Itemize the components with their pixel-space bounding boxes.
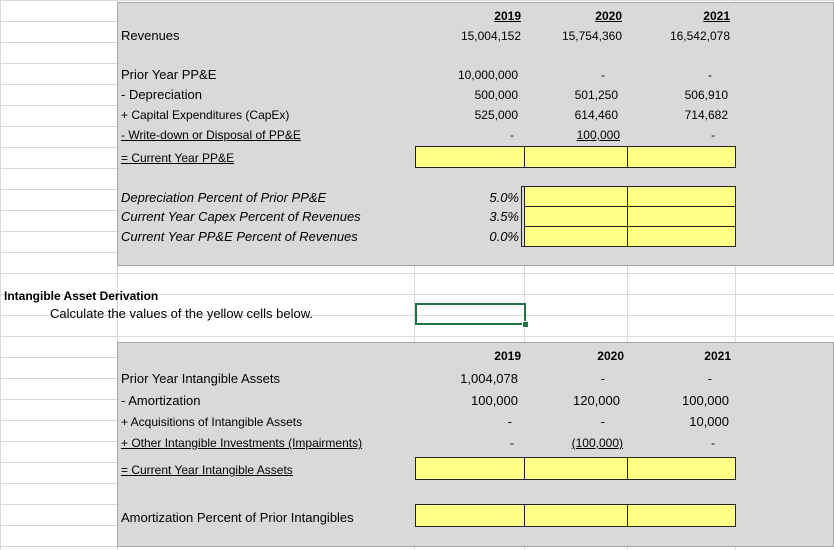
capex-pct-value[interactable]: 3.5% bbox=[489, 209, 519, 224]
ppe-pct-2021-cell[interactable] bbox=[627, 226, 736, 247]
current-intangibles-2019-cell[interactable] bbox=[415, 457, 525, 480]
selected-cell[interactable] bbox=[415, 303, 526, 325]
depr-pct-label: Depreciation Percent of Prior PP&E bbox=[121, 190, 327, 205]
acquisitions-2019[interactable]: - bbox=[507, 414, 512, 429]
prior-ppe-2021[interactable]: - bbox=[708, 68, 712, 82]
amort-pct-2021-cell[interactable] bbox=[627, 504, 736, 527]
acquisitions-label: + Acquisitions of Intangible Assets bbox=[121, 415, 303, 429]
writedown-2020[interactable]: 100,000 bbox=[576, 128, 620, 142]
other-investments-label: + Other Intangible Investments (Impairme… bbox=[121, 436, 363, 450]
depr-pct-2020-cell[interactable] bbox=[524, 186, 628, 207]
ppe-year-2019: 2019 bbox=[494, 9, 521, 23]
revenues-2020[interactable]: 15,754,360 bbox=[561, 29, 622, 43]
current-intangibles-label: = Current Year Intangible Assets bbox=[121, 463, 293, 477]
acquisitions-2020[interactable]: - bbox=[600, 414, 605, 429]
ppe-pct-value[interactable]: 0.0% bbox=[489, 229, 519, 244]
intangible-year-2021: 2021 bbox=[704, 349, 731, 363]
prior-ppe-2020[interactable]: - bbox=[601, 68, 605, 82]
writedown-2021[interactable]: - bbox=[711, 128, 715, 142]
column-gridline bbox=[414, 0, 415, 550]
capex-label: + Capital Expenditures (CapEx) bbox=[121, 108, 290, 122]
capex-2019[interactable]: 525,000 bbox=[474, 108, 518, 122]
depr-pct-2021-cell[interactable] bbox=[627, 186, 736, 207]
intangible-instruction: Calculate the values of the yellow cells… bbox=[50, 306, 314, 321]
intangible-heading: Intangible Asset Derivation bbox=[4, 289, 159, 303]
depreciation-label: - Depreciation bbox=[121, 87, 202, 102]
ppe-pct-2020-cell[interactable] bbox=[524, 226, 628, 247]
prior-intangibles-2020[interactable]: - bbox=[600, 371, 605, 386]
ppe-pct-label: Current Year PP&E Percent of Revenues bbox=[121, 229, 358, 244]
current-ppe-2019-cell[interactable] bbox=[415, 146, 525, 168]
fill-handle[interactable] bbox=[522, 321, 529, 328]
capex-pct-2021-cell[interactable] bbox=[627, 206, 736, 227]
ppe-year-2021: 2021 bbox=[703, 9, 730, 23]
amortization-2020[interactable]: 120,000 bbox=[573, 393, 620, 408]
capex-pct-2020-cell[interactable] bbox=[524, 206, 628, 227]
depreciation-2019[interactable]: 500,000 bbox=[474, 88, 518, 102]
capex-2021[interactable]: 714,682 bbox=[684, 108, 728, 122]
other-investments-2020[interactable]: (100,000) bbox=[571, 436, 623, 450]
other-investments-2019[interactable]: - bbox=[510, 436, 514, 450]
revenues-2021[interactable]: 16,542,078 bbox=[669, 29, 730, 43]
revenues-label: Revenues bbox=[121, 28, 180, 43]
column-gridline bbox=[524, 0, 525, 550]
intangible-year-2019: 2019 bbox=[494, 349, 521, 363]
capex-2020[interactable]: 614,460 bbox=[574, 108, 618, 122]
column-gridline bbox=[627, 0, 628, 550]
ppe-year-2020: 2020 bbox=[595, 9, 622, 23]
current-ppe-label: = Current Year PP&E bbox=[121, 151, 235, 165]
current-intangibles-2021-cell[interactable] bbox=[627, 457, 736, 480]
current-ppe-2020-cell[interactable] bbox=[524, 146, 628, 168]
prior-ppe-label: Prior Year PP&E bbox=[121, 67, 217, 82]
capex-pct-label: Current Year Capex Percent of Revenues bbox=[121, 209, 361, 224]
depreciation-2020[interactable]: 501,250 bbox=[574, 88, 618, 102]
writedown-2019[interactable]: - bbox=[510, 128, 514, 142]
prior-intangibles-2019[interactable]: 1,004,078 bbox=[460, 371, 518, 386]
column-gridline bbox=[735, 0, 736, 550]
prior-ppe-2019[interactable]: 10,000,000 bbox=[457, 68, 518, 82]
current-ppe-2021-cell[interactable] bbox=[627, 146, 736, 168]
prior-intangibles-2021[interactable]: - bbox=[707, 371, 712, 386]
depreciation-2021[interactable]: 506,910 bbox=[684, 88, 728, 102]
current-intangibles-2020-cell[interactable] bbox=[524, 457, 628, 480]
amortization-2019[interactable]: 100,000 bbox=[471, 393, 518, 408]
intangible-year-2020: 2020 bbox=[597, 349, 624, 363]
writedown-label: - Write-down or Disposal of PP&E bbox=[121, 128, 301, 142]
amort-pct-label: Amortization Percent of Prior Intangible… bbox=[121, 510, 354, 525]
other-investments-2021[interactable]: - bbox=[711, 436, 715, 450]
amort-pct-2020-cell[interactable] bbox=[524, 504, 628, 527]
amortization-2021[interactable]: 100,000 bbox=[682, 393, 729, 408]
amort-pct-2019-cell[interactable] bbox=[415, 504, 525, 527]
amortization-label: - Amortization bbox=[121, 393, 201, 408]
column-gridline bbox=[117, 0, 118, 550]
revenues-2019[interactable]: 15,004,152 bbox=[460, 29, 521, 43]
depr-pct-value[interactable]: 5.0% bbox=[489, 190, 519, 205]
prior-intangibles-label: Prior Year Intangible Assets bbox=[121, 371, 280, 386]
acquisitions-2021[interactable]: 10,000 bbox=[689, 414, 729, 429]
